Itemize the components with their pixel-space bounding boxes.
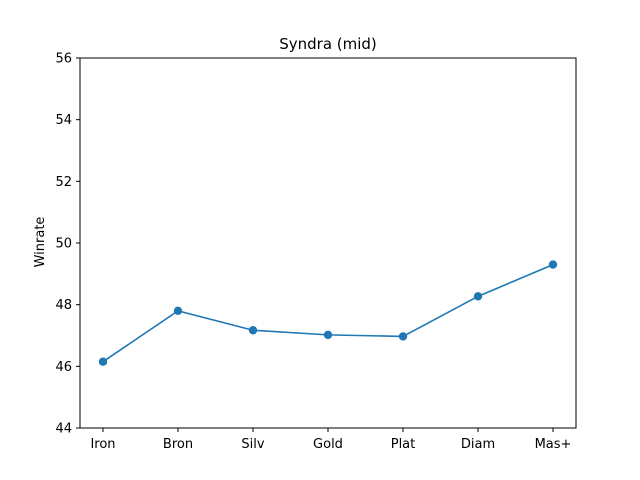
y-tick-label: 56 <box>55 52 72 67</box>
plot-frame <box>79 57 577 429</box>
x-tick-label: Gold <box>313 437 343 452</box>
y-tick-label: 54 <box>55 113 72 128</box>
x-tick-label: Iron <box>90 437 115 452</box>
series-winrate <box>98 260 558 366</box>
x-tick-label: Mas+ <box>535 437 572 452</box>
data-point <box>173 306 183 316</box>
chart-title: Syndra (mid) <box>279 35 377 53</box>
x-tick-label: Bron <box>163 437 193 452</box>
y-tick-label: 48 <box>55 298 72 313</box>
y-tick-label: 50 <box>55 237 72 252</box>
x-tick-label: Diam <box>461 437 495 452</box>
y-tick-label: 52 <box>55 175 72 190</box>
data-point <box>473 292 483 301</box>
y-axis-label: Winrate <box>33 217 48 268</box>
y-axis-ticks: 44 46 48 50 52 54 56 <box>55 52 80 437</box>
data-point <box>323 330 333 340</box>
data-point <box>398 332 408 341</box>
x-tick-label: Plat <box>391 437 416 452</box>
x-axis-ticks: Iron Bron Silv Gold Plat Diam Mas+ <box>90 428 571 452</box>
data-point <box>248 326 258 335</box>
data-point <box>98 357 108 366</box>
data-point <box>548 260 558 269</box>
x-tick-label: Silv <box>241 437 264 452</box>
y-tick-label: 46 <box>55 360 72 375</box>
y-tick-label: 44 <box>55 422 72 437</box>
